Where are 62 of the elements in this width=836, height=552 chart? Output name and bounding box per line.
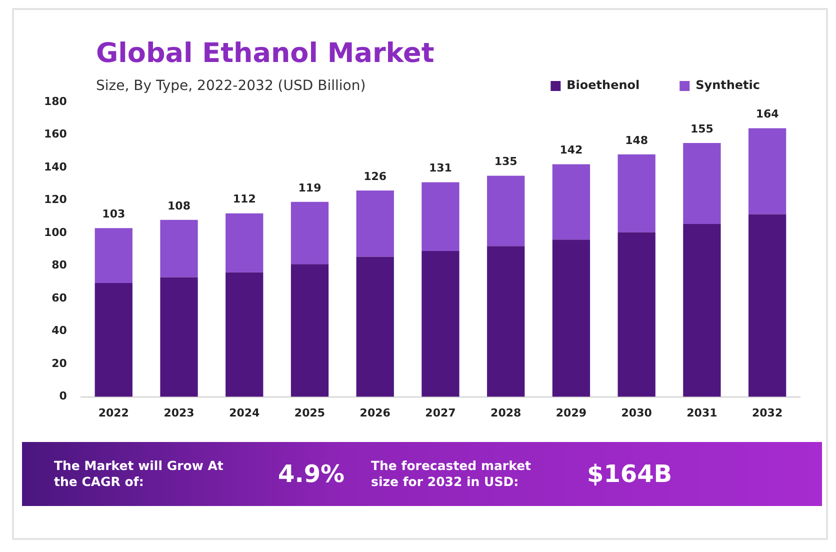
legend-label: Bioethenol [566, 78, 640, 92]
bar [618, 232, 656, 397]
bar [748, 128, 786, 214]
x-tick-label: 2028 [490, 406, 522, 420]
bar [94, 282, 132, 397]
bar [422, 182, 460, 252]
x-tick-label: 2024 [229, 406, 260, 420]
y-tick-label: 100 [44, 226, 68, 239]
y-tick-label: 60 [52, 291, 68, 304]
total-label: 131 [428, 162, 452, 175]
total-label: 155 [690, 122, 714, 136]
text: $164B [587, 460, 674, 488]
bar [422, 251, 460, 397]
bar [290, 202, 329, 264]
chart-title: Global Ethanol Market [96, 38, 434, 69]
bar [552, 164, 590, 240]
legend-label: Synthetic [696, 78, 760, 92]
bar [160, 277, 198, 397]
y-tick-label: 140 [44, 160, 68, 174]
bar [552, 240, 590, 397]
y-tick-label: 120 [44, 193, 68, 206]
bar [487, 246, 525, 397]
x-tick-label: 2031 [686, 406, 718, 420]
y-tick-label: 160 [44, 128, 68, 141]
bar [683, 224, 721, 397]
bar [290, 264, 329, 397]
x-tick-label: 2030 [621, 406, 652, 420]
x-tick-label: 2027 [425, 406, 456, 420]
bar [94, 228, 132, 283]
text: 4.9% [278, 460, 346, 488]
total-label: 103 [102, 207, 126, 220]
bar [226, 272, 264, 397]
bar [487, 176, 525, 246]
text: The forecasted market size for 2032 in USD: [371, 458, 532, 490]
text: The Market will Grow At the CAGR of: [54, 458, 224, 490]
bar [618, 154, 656, 232]
x-tick-label: 2032 [752, 406, 783, 420]
total-label: 112 [232, 192, 256, 206]
x-tick-label: 2029 [556, 406, 587, 420]
y-tick-label: 40 [52, 324, 68, 338]
total-label: 135 [494, 155, 518, 168]
x-tick-label: 2026 [360, 406, 391, 420]
bar [356, 190, 394, 257]
bar [683, 142, 721, 224]
y-tick-label: 180 [44, 94, 68, 108]
bar [748, 214, 786, 397]
total-label: 119 [298, 181, 322, 194]
total-label: 126 [364, 170, 387, 183]
bar [160, 220, 198, 278]
total-label: 108 [168, 199, 190, 212]
total-label: 164 [756, 108, 780, 121]
chart-subtitle: Size, By Type, 2022-2032 (USD Billion) [96, 78, 366, 94]
bar [356, 256, 394, 397]
x-tick-label: 2022 [98, 406, 129, 420]
total-label: 148 [625, 134, 648, 147]
x-tick-label: 2023 [164, 406, 194, 420]
total-label: 142 [560, 144, 583, 157]
bar [226, 213, 264, 272]
y-tick-label: 20 [52, 356, 68, 370]
y-tick-label: 0 [59, 390, 68, 403]
x-tick-label: 2025 [294, 406, 326, 420]
y-tick-label: 80 [52, 258, 68, 272]
